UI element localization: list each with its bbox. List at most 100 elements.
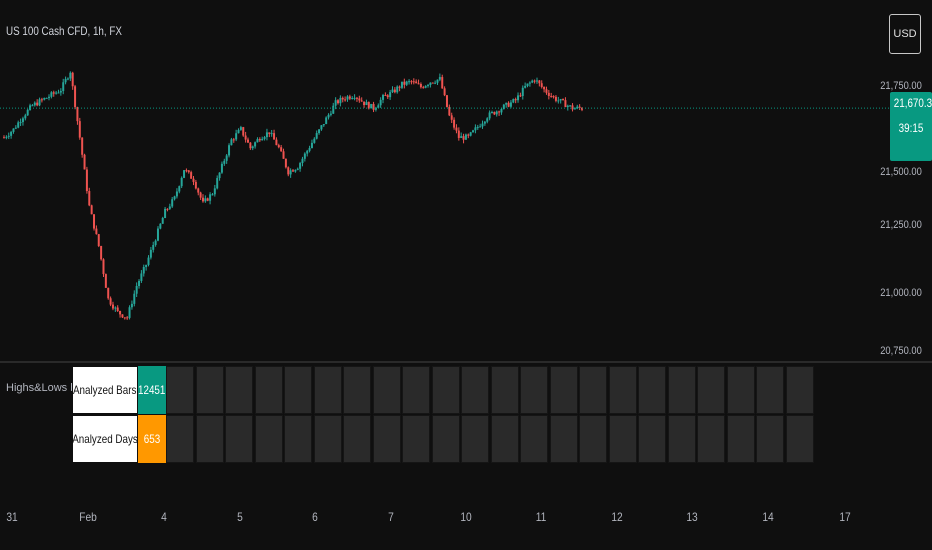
candle-body bbox=[175, 191, 178, 197]
candle-body bbox=[265, 132, 268, 138]
hour-cell bbox=[638, 415, 666, 463]
hour-cell bbox=[343, 366, 371, 414]
candle-body bbox=[85, 169, 88, 192]
hour-cell bbox=[549, 415, 578, 463]
candle-body bbox=[448, 106, 451, 116]
candle-body bbox=[114, 307, 117, 309]
hour-cell bbox=[431, 415, 460, 463]
symbol-title: US 100 Cash CFD, 1h, FX bbox=[6, 24, 122, 38]
candle-body bbox=[78, 121, 81, 138]
hour-cell bbox=[166, 415, 194, 463]
hour-cell bbox=[726, 366, 755, 414]
candle-body bbox=[31, 105, 34, 107]
hour-cell bbox=[697, 366, 725, 414]
candle-body bbox=[367, 102, 370, 109]
hour-cell bbox=[225, 415, 253, 463]
candle-body bbox=[502, 104, 505, 110]
candle-body bbox=[313, 138, 316, 143]
candle-body bbox=[559, 99, 562, 101]
candle-body bbox=[351, 98, 354, 100]
candle-body bbox=[149, 249, 152, 258]
candle-body bbox=[220, 163, 223, 173]
hour-cell bbox=[313, 415, 342, 463]
candle-body bbox=[322, 124, 325, 126]
candle-body bbox=[173, 196, 176, 200]
bar-countdown: 39:15 bbox=[898, 121, 924, 135]
x-tick-label: 12 bbox=[611, 510, 623, 524]
candle-body bbox=[201, 197, 204, 202]
indicator-title[interactable]: Highs&Lows by Hour bbox=[6, 382, 72, 394]
candle-body bbox=[332, 105, 335, 114]
candle-body bbox=[69, 72, 72, 79]
candle-body bbox=[405, 81, 408, 85]
candle-body bbox=[573, 108, 576, 110]
candle-body bbox=[282, 151, 285, 159]
analyzed-bars-value: 12451 bbox=[138, 366, 166, 414]
hour-cell bbox=[372, 366, 401, 414]
candle-body bbox=[377, 105, 380, 108]
candle-body bbox=[254, 142, 257, 147]
candle-body bbox=[424, 85, 427, 88]
hour-cell bbox=[195, 366, 224, 414]
candle-body bbox=[550, 95, 553, 97]
y-tick-label: 21,250.00 bbox=[880, 219, 922, 231]
candle-body bbox=[524, 85, 527, 88]
candle-body bbox=[486, 118, 489, 122]
candle-body bbox=[33, 102, 36, 106]
x-tick-label: 13 bbox=[686, 510, 698, 524]
candle-body bbox=[495, 111, 498, 115]
candle-body bbox=[389, 92, 392, 98]
candle-body bbox=[258, 139, 261, 141]
candle-body bbox=[178, 186, 181, 192]
candle-body bbox=[164, 208, 167, 219]
candle-body bbox=[576, 106, 579, 109]
candle-body bbox=[145, 264, 148, 267]
candle-body bbox=[547, 92, 550, 96]
candle-body bbox=[481, 123, 484, 127]
candle-body bbox=[320, 125, 323, 130]
pane-divider[interactable] bbox=[0, 361, 932, 363]
x-tick-label: 7 bbox=[388, 510, 394, 524]
candle-body bbox=[228, 145, 231, 156]
candle-body bbox=[10, 131, 13, 136]
candle-body bbox=[268, 132, 271, 134]
hour-cell bbox=[166, 366, 194, 414]
candle-body bbox=[59, 90, 62, 93]
x-tick-label: 4 bbox=[161, 510, 167, 524]
candle-body bbox=[249, 142, 252, 149]
price-chart[interactable] bbox=[0, 0, 932, 362]
candle-body bbox=[232, 139, 235, 141]
analyzed-days-value: 653 bbox=[138, 415, 166, 463]
y-tick-label: 21,500.00 bbox=[880, 166, 922, 178]
hour-cell bbox=[520, 415, 548, 463]
candle-body bbox=[36, 102, 39, 106]
candle-body bbox=[17, 122, 20, 128]
candle-body bbox=[498, 111, 501, 113]
candle-body bbox=[204, 198, 207, 202]
candle-body bbox=[5, 136, 8, 138]
candle-body bbox=[545, 89, 548, 93]
candle-body bbox=[154, 240, 157, 246]
candle-body bbox=[379, 99, 382, 106]
candle-body bbox=[396, 86, 399, 93]
candle-body bbox=[7, 135, 10, 137]
candle-body bbox=[166, 208, 169, 210]
currency-button[interactable]: USD bbox=[889, 14, 921, 54]
x-tick-label: 10 bbox=[460, 510, 472, 524]
candle-body bbox=[64, 78, 67, 83]
candle-body bbox=[43, 98, 46, 100]
candle-body bbox=[365, 102, 368, 106]
candle-body bbox=[419, 83, 422, 88]
hour-cell bbox=[549, 366, 578, 414]
y-tick-label: 21,750.00 bbox=[880, 80, 922, 92]
candle-body bbox=[289, 170, 292, 175]
candle-body bbox=[107, 287, 110, 299]
candle-body bbox=[199, 192, 202, 198]
candle-body bbox=[346, 96, 349, 100]
candle-body bbox=[270, 133, 273, 135]
candle-body bbox=[562, 99, 565, 101]
candle-body bbox=[393, 89, 396, 93]
candle-body bbox=[469, 132, 472, 136]
candle-body bbox=[296, 168, 299, 170]
candle-body bbox=[457, 130, 460, 138]
